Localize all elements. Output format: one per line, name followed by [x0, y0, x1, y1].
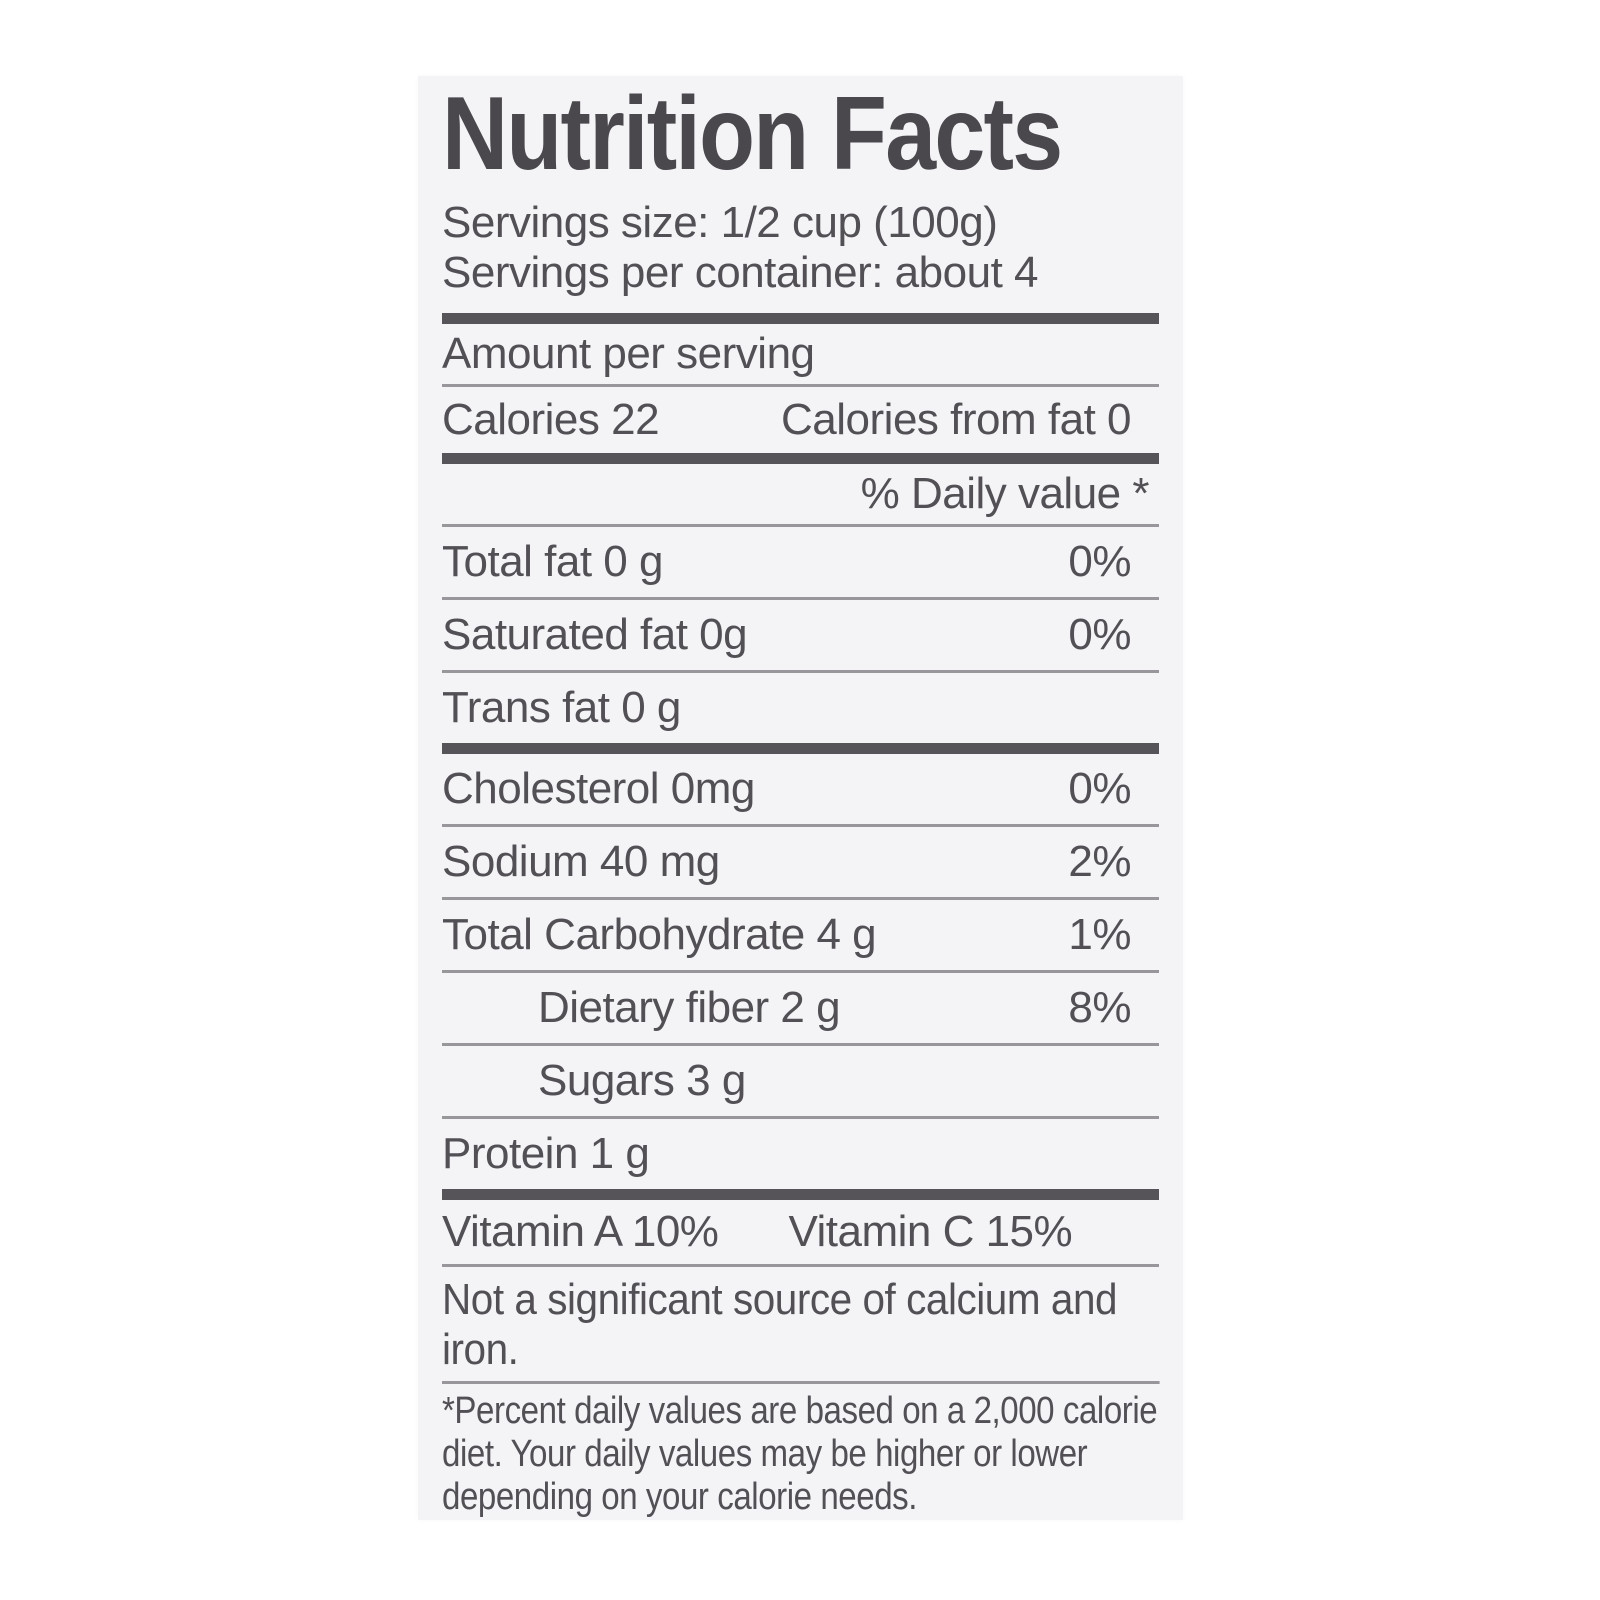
nutrient-percent: 0% — [1068, 764, 1131, 813]
calories-value: Calories 22 — [442, 395, 660, 444]
servings-block: Servings size: 1/2 cup (100g) Servings p… — [442, 198, 1159, 298]
vitamin-a-value: Vitamin A 10% — [442, 1207, 719, 1256]
nutrient-name: Protein 1 g — [442, 1129, 650, 1178]
daily-value-header-row: % Daily value * — [442, 464, 1159, 527]
divider-thick-bar — [442, 1189, 1159, 1200]
divider-thick-bar — [442, 743, 1159, 754]
nutrient-row-total-fat: Total fat 0 g 0% — [442, 527, 1159, 600]
nutrition-facts-label: Nutrition Facts Servings size: 1/2 cup (… — [418, 76, 1183, 1520]
label-title: Nutrition Facts — [442, 76, 1063, 192]
servings-per-container-line: Servings per container: about 4 — [442, 248, 1039, 297]
daily-value-header: % Daily value * — [860, 469, 1150, 518]
divider-thick-bar — [442, 313, 1159, 324]
nutrient-name: Trans fat 0 g — [442, 683, 681, 732]
divider-thick-bar — [442, 453, 1159, 464]
calories-row: Calories 22 Calories from fat 0 — [442, 387, 1159, 453]
nutrient-name: Sodium 40 mg — [442, 837, 720, 886]
nutrient-name: Cholesterol 0mg — [442, 764, 755, 813]
nutrient-row-total-carbohydrate: Total Carbohydrate 4 g 1% — [442, 900, 1159, 973]
vitamin-c-value: Vitamin C 15% — [788, 1207, 1073, 1256]
nutrient-row-sodium: Sodium 40 mg 2% — [442, 827, 1159, 900]
nutrient-percent: 8% — [1068, 983, 1131, 1032]
nutrient-row-dietary-fiber: Dietary fiber 2 g 8% — [442, 973, 1159, 1046]
daily-value-footnote: *Percent daily values are based on a 2,0… — [442, 1390, 1158, 1518]
nutrient-name: Saturated fat 0g — [442, 610, 748, 659]
nutrient-name: Total Carbohydrate 4 g — [442, 910, 877, 959]
nutrient-row-cholesterol: Cholesterol 0mg 0% — [442, 754, 1159, 827]
calories-from-fat-value: Calories from fat 0 — [781, 395, 1131, 444]
serving-size-line: Servings size: 1/2 cup (100g) — [442, 198, 998, 247]
amount-per-serving-label: Amount per serving — [442, 329, 815, 378]
nutrient-row-protein: Protein 1 g — [442, 1119, 1159, 1189]
nutrient-percent: 0% — [1068, 537, 1131, 586]
vitamins-row: Vitamin A 10% Vitamin C 15% — [442, 1200, 1159, 1267]
nutrient-name: Sugars 3 g — [538, 1056, 746, 1105]
amount-per-serving-row: Amount per serving — [442, 324, 1159, 387]
nutrient-percent: 0% — [1068, 610, 1131, 659]
nutrient-percent: 1% — [1068, 910, 1131, 959]
mineral-note: Not a significant source of calcium and … — [442, 1267, 1160, 1384]
nutrient-row-sugars: Sugars 3 g — [442, 1046, 1159, 1119]
nutrient-row-saturated-fat: Saturated fat 0g 0% — [442, 600, 1159, 673]
nutrient-name: Dietary fiber 2 g — [538, 983, 841, 1032]
nutrient-row-trans-fat: Trans fat 0 g — [442, 673, 1159, 743]
nutrient-name: Total fat 0 g — [442, 537, 663, 586]
nutrient-percent: 2% — [1068, 837, 1131, 886]
